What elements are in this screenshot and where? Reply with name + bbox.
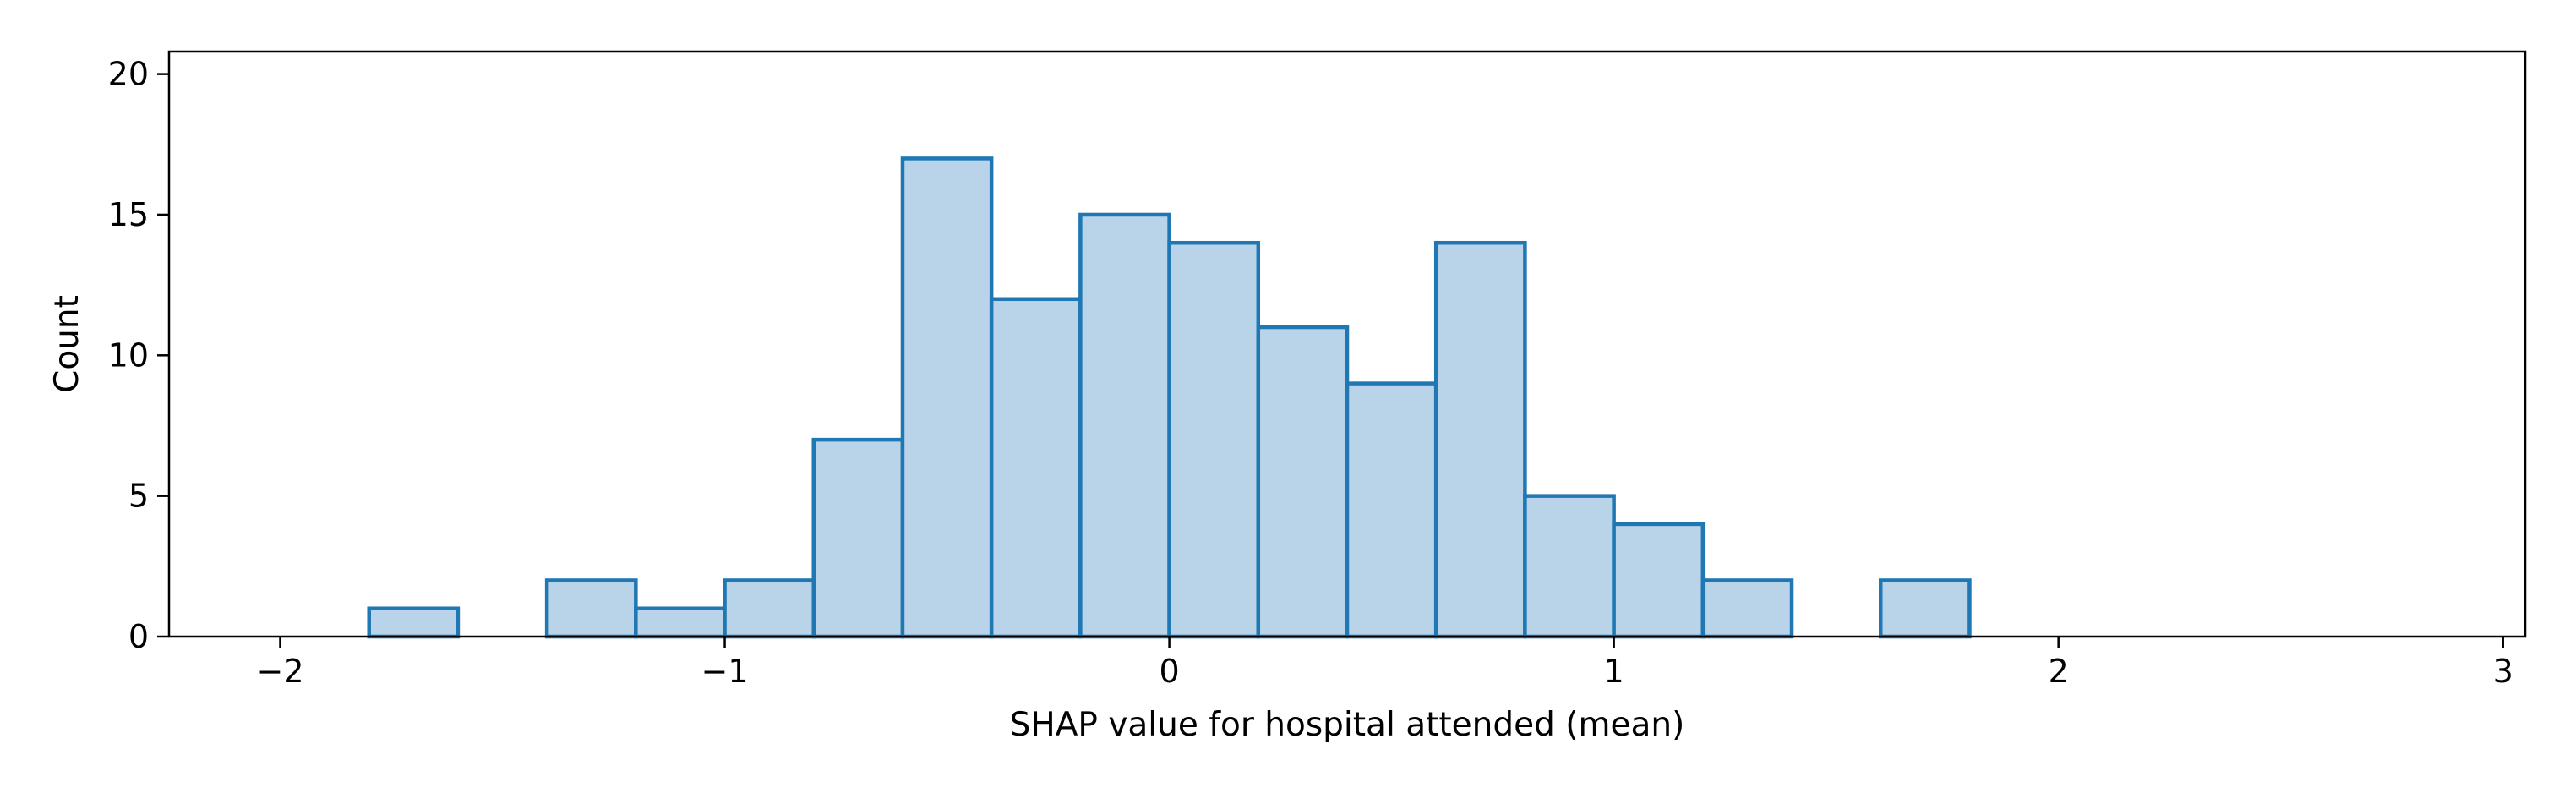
histogram-bar [723, 578, 816, 639]
x-tick-label: 3 [2493, 653, 2513, 690]
x-tick-label: −1 [701, 653, 749, 690]
histogram-bar [367, 606, 461, 639]
bars-group [367, 156, 1972, 639]
plot-frame [167, 50, 2527, 638]
histogram-bar [811, 437, 905, 639]
histogram-bar [634, 606, 727, 639]
y-tick-label: 0 [128, 618, 149, 655]
x-tick-label: 0 [1159, 653, 1179, 690]
histogram-bar [544, 578, 638, 639]
y-axis-ticks: 0 5 10 15 20 [108, 56, 169, 655]
histogram-bar [1078, 212, 1171, 639]
y-tick-label: 20 [108, 56, 149, 93]
histogram-bar [1523, 494, 1616, 639]
y-axis-label: Count [48, 295, 86, 393]
y-tick-label: 15 [108, 196, 149, 233]
histogram-bar [1433, 240, 1527, 639]
histogram-bar [1256, 325, 1350, 639]
y-tick-label: 10 [108, 336, 149, 374]
histogram-bar [1612, 522, 1706, 639]
x-axis-label: SHAP value for hospital attended (mean) [1010, 706, 1685, 744]
x-tick-label: −2 [256, 653, 303, 690]
histogram-bar [1345, 381, 1438, 639]
y-tick-label: 5 [128, 478, 149, 515]
histogram-bar [1167, 240, 1261, 639]
histogram-bar [1878, 578, 1972, 639]
histogram-bar [1700, 578, 1794, 639]
histogram-bar [900, 156, 994, 639]
x-tick-label: 1 [1604, 653, 1624, 690]
x-tick-label: 2 [2049, 653, 2069, 690]
x-axis-ticks: −2 −1 0 1 2 3 [256, 637, 2513, 690]
histogram-bar [989, 297, 1083, 639]
